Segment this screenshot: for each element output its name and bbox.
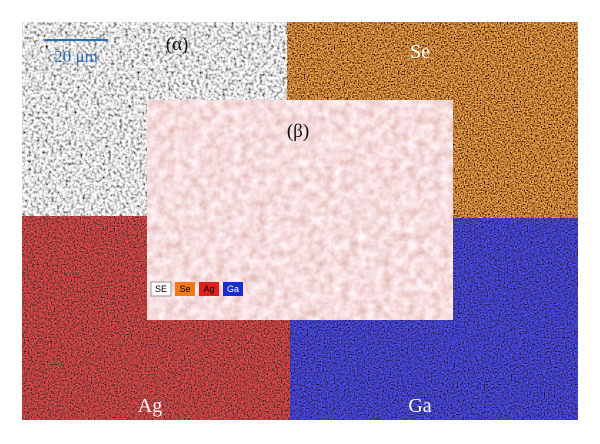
overlay-image xyxy=(147,100,453,320)
legend-label: Ga xyxy=(227,284,239,294)
legend-swatch xyxy=(175,282,195,296)
panel-label: (β) xyxy=(287,121,309,142)
legend-swatch xyxy=(199,282,219,296)
legend-label: Se xyxy=(179,284,190,294)
legend-label: SE xyxy=(155,284,167,294)
legend-label: Ag xyxy=(203,284,214,294)
scale-bar-label: 20 μm xyxy=(54,47,98,66)
element-label: Ga xyxy=(408,395,431,417)
element-label: Ag xyxy=(138,395,162,417)
legend-swatch xyxy=(223,282,243,296)
legend-swatch xyxy=(150,281,172,297)
panel-label: (α) xyxy=(166,34,189,55)
element-label: Se xyxy=(410,41,430,63)
